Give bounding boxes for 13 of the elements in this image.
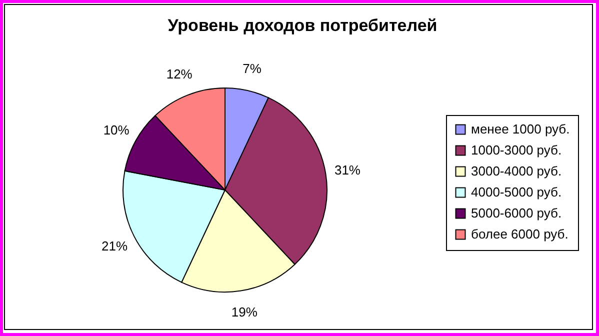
legend-label: менее 1000 руб. xyxy=(471,122,570,136)
data-label: 12% xyxy=(166,66,193,82)
legend-label: 4000-5000 руб. xyxy=(471,184,562,200)
data-label: 21% xyxy=(102,238,128,254)
legend-label: более 6000 руб. xyxy=(471,226,568,242)
chart-title: Уровень доходов потребителей xyxy=(168,16,438,35)
data-label: 19% xyxy=(231,304,258,320)
data-label: 7% xyxy=(242,60,262,76)
data-label: 31% xyxy=(334,162,361,178)
legend-label: 1000-3000 руб. xyxy=(471,142,562,158)
legend-label: 3000-4000 руб. xyxy=(471,164,562,178)
legend-label: 5000-6000 руб. xyxy=(471,206,562,220)
data-label: 10% xyxy=(103,122,130,138)
